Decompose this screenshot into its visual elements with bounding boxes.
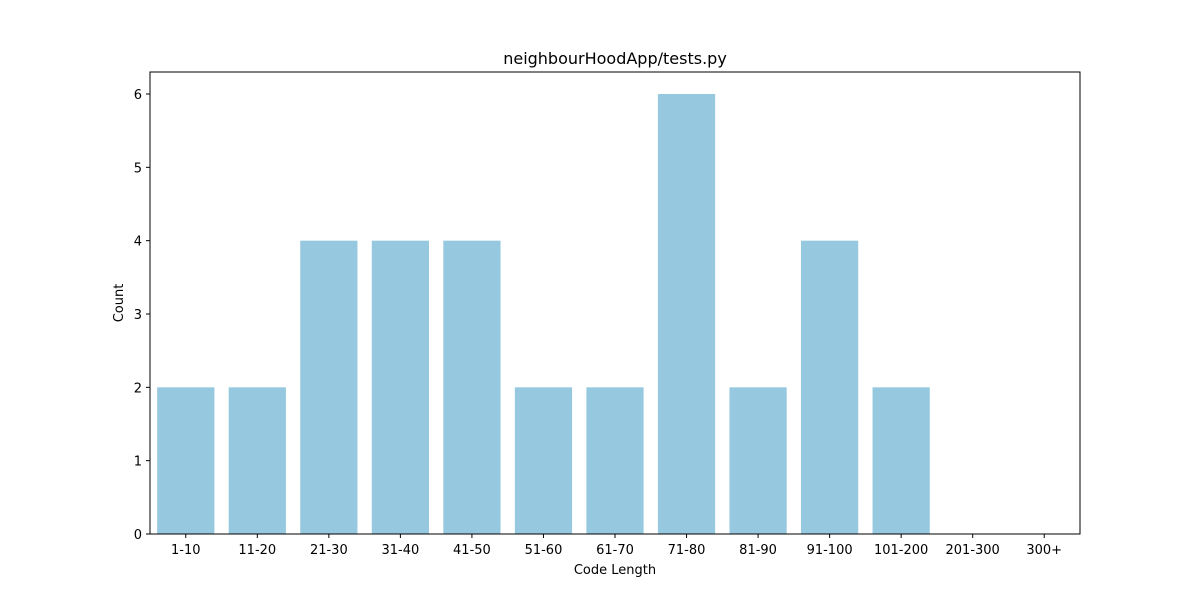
bar-1-10 [157,387,215,534]
bar-31-40 [371,240,429,535]
y-tick-label: 5 [134,161,142,176]
bar-11-20 [228,387,286,534]
chart-title: neighbourHoodApp/tests.py [503,49,727,68]
x-tick-label: 101-200 [874,543,928,558]
x-tick-label: 300+ [1026,543,1062,558]
y-tick-label: 4 [134,235,142,250]
y-tick-label: 3 [134,308,142,323]
x-tick-label: 21-30 [310,543,348,558]
bar-101-200 [872,387,930,534]
bar-41-50 [443,240,501,535]
bar-51-60 [514,387,573,534]
x-tick-label: 41-50 [453,543,491,558]
x-tick-label: 201-300 [946,543,1000,558]
bar-71-80 [657,94,716,534]
y-tick-label: 6 [134,88,142,103]
y-axis-label: Count [112,284,127,323]
bar-61-70 [586,387,644,534]
x-tick-label: 1-10 [171,543,201,558]
bar-21-30 [300,240,358,535]
x-tick-label: 11-20 [238,543,276,558]
plot-frame [149,71,1081,535]
x-tick-label: 81-90 [739,543,777,558]
x-tick-label: 31-40 [381,543,419,558]
bar-91-100 [801,240,859,535]
y-tick-label: 1 [134,455,142,470]
y-tick-label: 0 [134,528,142,543]
x-tick-label: 51-60 [525,543,563,558]
x-tick-label: 91-100 [807,543,853,558]
x-axis-ticks: 1-10 11-20 21-30 31-40 41-50 51-60 61-70 71-80 8… [171,534,1062,558]
bars-group [157,94,930,535]
x-tick-label: 71-80 [668,543,706,558]
y-axis-ticks: 0 1 2 3 4 5 6 [134,88,150,543]
bar-81-90 [729,387,787,534]
y-tick-label: 2 [134,381,142,396]
x-tick-label: 61-70 [596,543,634,558]
x-axis-label: Code Length [574,563,656,578]
